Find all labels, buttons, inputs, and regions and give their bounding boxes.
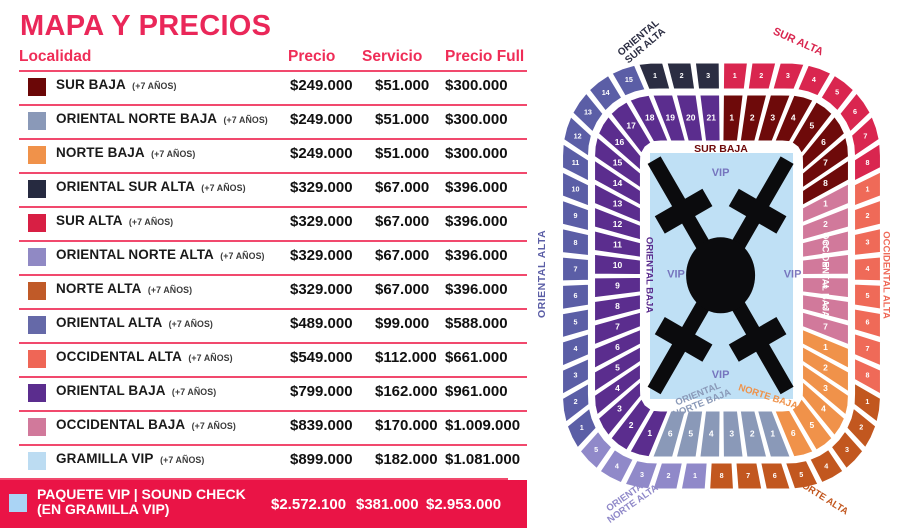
svg-text:7: 7 bbox=[866, 344, 870, 353]
svg-text:2: 2 bbox=[629, 420, 634, 430]
svg-text:ORIENTAL BAJA: ORIENTAL BAJA bbox=[643, 237, 654, 313]
svg-text:11: 11 bbox=[613, 239, 622, 249]
svg-text:2: 2 bbox=[680, 71, 684, 80]
svg-text:3: 3 bbox=[706, 71, 710, 80]
svg-text:10: 10 bbox=[572, 185, 580, 194]
svg-text:5: 5 bbox=[688, 428, 693, 438]
svg-text:1: 1 bbox=[770, 428, 775, 438]
svg-text:8: 8 bbox=[574, 238, 578, 247]
svg-text:11: 11 bbox=[572, 158, 580, 167]
svg-text:2: 2 bbox=[823, 363, 828, 373]
svg-text:5: 5 bbox=[594, 445, 598, 454]
svg-text:1: 1 bbox=[647, 428, 652, 438]
svg-text:15: 15 bbox=[625, 75, 633, 84]
svg-text:6: 6 bbox=[773, 471, 777, 480]
svg-text:8: 8 bbox=[866, 370, 870, 379]
svg-text:7: 7 bbox=[574, 264, 578, 273]
svg-text:3: 3 bbox=[617, 403, 622, 413]
svg-text:3: 3 bbox=[770, 112, 775, 122]
svg-text:6: 6 bbox=[821, 137, 826, 147]
svg-text:5: 5 bbox=[574, 317, 578, 326]
svg-text:2: 2 bbox=[574, 397, 578, 406]
svg-text:17: 17 bbox=[626, 121, 636, 131]
svg-text:4: 4 bbox=[824, 461, 828, 470]
svg-text:1: 1 bbox=[729, 112, 734, 122]
svg-text:3: 3 bbox=[786, 71, 790, 80]
svg-text:2: 2 bbox=[750, 112, 755, 122]
svg-text:4: 4 bbox=[615, 461, 619, 470]
svg-text:4: 4 bbox=[574, 344, 578, 353]
svg-text:6: 6 bbox=[853, 107, 857, 116]
svg-text:4: 4 bbox=[709, 428, 714, 438]
svg-text:SUR BAJA: SUR BAJA bbox=[694, 143, 748, 155]
svg-text:4: 4 bbox=[821, 403, 826, 413]
svg-text:13: 13 bbox=[584, 107, 592, 116]
svg-text:4: 4 bbox=[866, 264, 870, 273]
svg-text:8: 8 bbox=[823, 178, 828, 188]
svg-text:1: 1 bbox=[866, 185, 870, 194]
svg-text:5: 5 bbox=[615, 363, 620, 373]
svg-text:2: 2 bbox=[666, 471, 670, 480]
svg-text:SUR ALTA: SUR ALTA bbox=[771, 26, 825, 59]
svg-text:6: 6 bbox=[574, 291, 578, 300]
svg-text:4: 4 bbox=[615, 383, 620, 393]
svg-text:7: 7 bbox=[823, 157, 828, 167]
svg-text:20: 20 bbox=[686, 112, 696, 122]
svg-text:2: 2 bbox=[823, 219, 828, 229]
svg-text:7: 7 bbox=[746, 471, 750, 480]
svg-text:3: 3 bbox=[729, 428, 734, 438]
svg-text:OCCIDENTAL ALTA: OCCIDENTAL ALTA bbox=[880, 231, 891, 319]
svg-text:4: 4 bbox=[812, 75, 816, 84]
svg-text:2: 2 bbox=[859, 423, 863, 432]
svg-text:3: 3 bbox=[845, 445, 849, 454]
svg-text:2: 2 bbox=[866, 211, 870, 220]
svg-text:1: 1 bbox=[823, 198, 828, 208]
svg-text:1: 1 bbox=[580, 423, 584, 432]
svg-text:1: 1 bbox=[733, 71, 737, 80]
svg-text:6: 6 bbox=[668, 428, 673, 438]
svg-text:1: 1 bbox=[823, 342, 828, 352]
svg-text:16: 16 bbox=[615, 137, 625, 147]
svg-text:VIP: VIP bbox=[712, 369, 730, 381]
svg-text:9: 9 bbox=[615, 281, 620, 291]
svg-text:14: 14 bbox=[602, 88, 610, 97]
svg-text:14: 14 bbox=[613, 178, 623, 188]
svg-text:5: 5 bbox=[866, 291, 870, 300]
svg-text:5: 5 bbox=[835, 88, 839, 97]
svg-text:7: 7 bbox=[863, 132, 867, 141]
svg-text:VIP: VIP bbox=[667, 268, 685, 280]
svg-text:2: 2 bbox=[750, 428, 755, 438]
svg-text:3: 3 bbox=[574, 371, 578, 380]
svg-text:19: 19 bbox=[665, 112, 675, 122]
svg-text:6: 6 bbox=[615, 342, 620, 352]
svg-text:3: 3 bbox=[866, 238, 870, 247]
svg-text:7: 7 bbox=[615, 322, 620, 332]
svg-text:13: 13 bbox=[613, 198, 623, 208]
svg-text:8: 8 bbox=[866, 158, 870, 167]
svg-text:3: 3 bbox=[823, 383, 828, 393]
svg-text:1: 1 bbox=[653, 71, 657, 80]
svg-text:15: 15 bbox=[613, 157, 623, 167]
svg-text:9: 9 bbox=[574, 211, 578, 220]
svg-text:8: 8 bbox=[720, 471, 724, 480]
svg-text:6: 6 bbox=[791, 428, 796, 438]
svg-text:4: 4 bbox=[791, 113, 796, 123]
svg-text:7: 7 bbox=[823, 322, 828, 332]
svg-text:1: 1 bbox=[693, 471, 697, 480]
svg-text:VIP: VIP bbox=[784, 268, 802, 280]
svg-text:2: 2 bbox=[759, 71, 763, 80]
svg-text:5: 5 bbox=[810, 121, 815, 131]
svg-text:5: 5 bbox=[810, 420, 815, 430]
svg-text:12: 12 bbox=[613, 219, 623, 229]
svg-text:VIP: VIP bbox=[712, 167, 730, 179]
svg-text:12: 12 bbox=[574, 132, 582, 141]
svg-text:10: 10 bbox=[613, 260, 623, 270]
svg-text:OCCIDENTAL BAJA: OCCIDENTAL BAJA bbox=[821, 232, 831, 318]
svg-text:1: 1 bbox=[865, 397, 869, 406]
svg-text:8: 8 bbox=[615, 301, 620, 311]
svg-text:18: 18 bbox=[645, 113, 655, 123]
svg-text:6: 6 bbox=[866, 317, 870, 326]
svg-text:21: 21 bbox=[707, 112, 717, 122]
